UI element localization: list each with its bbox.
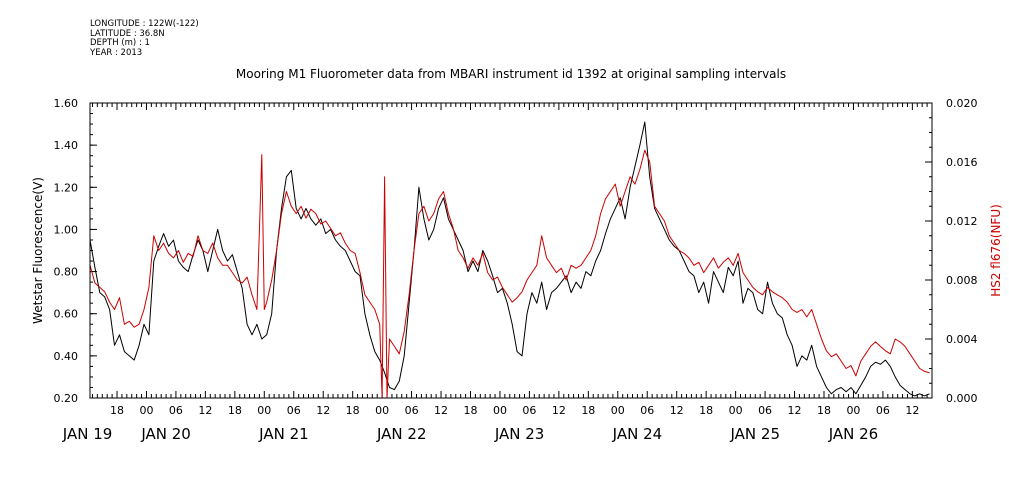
- x-hour-tick-label: 18: [346, 404, 360, 417]
- x-day-label: JAN 25: [730, 425, 781, 443]
- x-hour-tick-label: 18: [228, 404, 242, 417]
- metadata-block: LONGITUDE : 122W(-122) LATITUDE : 36.8N …: [90, 19, 199, 58]
- x-hour-tick-label: 12: [434, 404, 448, 417]
- x-hour-tick-label: 12: [905, 404, 919, 417]
- x-day-label: JAN 20: [140, 425, 191, 443]
- x-hour-tick-label: 06: [522, 404, 536, 417]
- y2-tick-label: 0.012: [946, 215, 978, 228]
- x-hour-tick-label: 06: [876, 404, 890, 417]
- y-tick-label: 1.00: [54, 223, 79, 236]
- y-tick-label: 1.60: [54, 97, 79, 110]
- x-hour-tick-label: 06: [640, 404, 654, 417]
- x-hour-tick-label: 18: [581, 404, 595, 417]
- metadata-latitude: LATITUDE : 36.8N: [90, 28, 165, 39]
- x-day-label: JAN 23: [494, 425, 545, 443]
- x-day-label: JAN 21: [258, 425, 309, 443]
- y2-tick-label: 0.000: [946, 392, 978, 405]
- y-tick-label: 1.40: [54, 139, 79, 152]
- metadata-longitude: LONGITUDE : 122W(-122): [90, 19, 199, 29]
- y2-tick-label: 0.020: [946, 97, 978, 110]
- y2-tick-label: 0.004: [946, 333, 978, 346]
- y-tick-label: 0.60: [54, 308, 79, 321]
- metadata-year: YEAR : 2013: [90, 47, 143, 58]
- y-tick-label: 0.20: [54, 392, 79, 405]
- series-line-hs2: [89, 149, 930, 399]
- y-tick-label: 0.40: [54, 350, 79, 363]
- metadata-depth: DEPTH (m) : 1: [90, 38, 150, 48]
- x-hour-tick-label: 18: [110, 404, 124, 417]
- x-day-label: JAN 19: [62, 425, 113, 443]
- x-hour-tick-label: 00: [493, 404, 507, 417]
- series-group: [89, 121, 930, 399]
- tick-marks: [90, 102, 933, 399]
- axis-labels: 18 00 06 12 18 00 06 12 18 00 06 12 18 00 06 12 18 00 06 12…: [54, 97, 978, 443]
- x-hour-tick-label: 00: [375, 404, 389, 417]
- x-day-label: JAN 22: [376, 425, 427, 443]
- chart-title: Mooring M1 Fluorometer data from MBARI i…: [235, 67, 787, 81]
- x-hour-tick-label: 12: [788, 404, 802, 417]
- series-line-wetstar: [89, 121, 930, 397]
- x-hour-tick-label: 06: [169, 404, 183, 417]
- x-hour-tick-label: 00: [611, 404, 625, 417]
- x-hour-tick-label: 06: [758, 404, 772, 417]
- x-hour-tick-label: 12: [552, 404, 566, 417]
- plot-frame: [89, 102, 933, 399]
- x-hour-tick-label: 12: [670, 404, 684, 417]
- y2-tick-label: 0.016: [946, 156, 978, 169]
- x-day-label: JAN 26: [828, 425, 879, 443]
- y2-axis-title: HS2 fl676(NFU): [989, 204, 1003, 297]
- x-hour-tick-label: 18: [699, 404, 713, 417]
- y-axis-title: Wetstar Fluorescence(V): [31, 177, 45, 324]
- x-hour-tick-label: 06: [287, 404, 301, 417]
- x-hour-tick-label: 18: [463, 404, 477, 417]
- x-hour-tick-label: 12: [316, 404, 330, 417]
- x-day-label: JAN 24: [612, 425, 663, 443]
- x-hour-tick-label: 18: [817, 404, 831, 417]
- x-hour-tick-label: 12: [198, 404, 212, 417]
- x-hour-tick-label: 00: [257, 404, 271, 417]
- x-hour-tick-label: 00: [846, 404, 860, 417]
- x-hour-tick-label: 00: [729, 404, 743, 417]
- y-tick-label: 0.80: [54, 266, 79, 279]
- y2-tick-label: 0.008: [946, 274, 978, 287]
- x-hour-tick-label: 06: [405, 404, 419, 417]
- y-tick-label: 1.20: [54, 181, 79, 194]
- x-hour-tick-label: 00: [139, 404, 153, 417]
